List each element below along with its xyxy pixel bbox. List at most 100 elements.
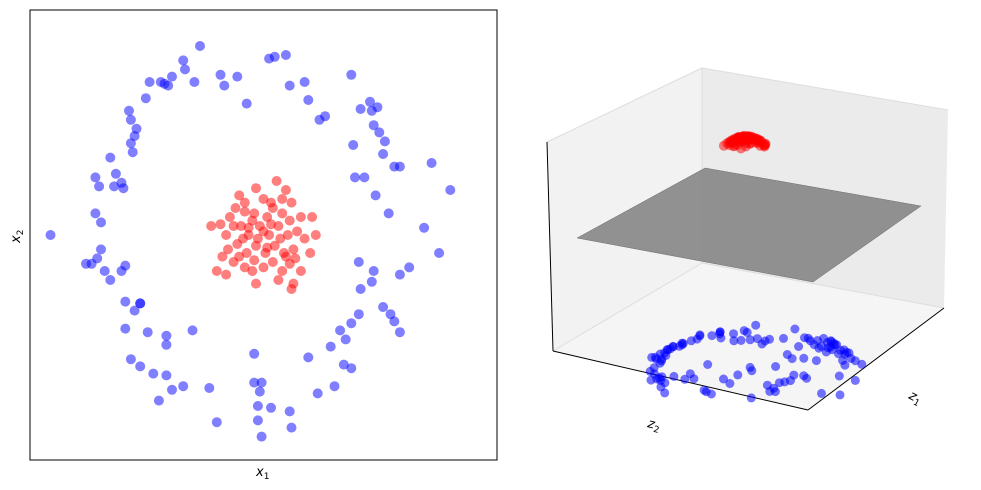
- data-point-inner: [239, 262, 250, 273]
- data-point-outer: [254, 386, 265, 397]
- data-point-inner: [234, 251, 245, 262]
- data-point-outer: [368, 120, 379, 131]
- data-point-inner: [295, 212, 306, 222]
- x-axis-label: x1: [255, 465, 269, 482]
- data-point-outer-3d: [779, 333, 788, 343]
- data-point-outer: [204, 383, 215, 393]
- data-point-inner: [266, 197, 276, 208]
- data-point-outer: [426, 158, 437, 168]
- inner-cluster-series: [206, 176, 321, 294]
- data-point-outer: [379, 136, 390, 147]
- data-point-outer: [148, 368, 159, 379]
- data-point-outer: [129, 305, 140, 316]
- data-point-outer: [346, 363, 357, 374]
- data-point-inner: [258, 194, 269, 204]
- data-point-inner-3d: [739, 131, 750, 142]
- data-point-inner: [282, 230, 293, 240]
- data-point-outer: [125, 354, 136, 365]
- data-point-inner: [292, 226, 303, 237]
- data-point-inner: [277, 194, 288, 204]
- data-point-outer: [303, 95, 314, 105]
- data-point-outer: [445, 185, 456, 195]
- data-point-outer: [94, 181, 105, 192]
- y-axis-label: x2: [9, 230, 26, 244]
- data-point-outer: [299, 77, 310, 87]
- data-point-inner: [224, 212, 235, 222]
- data-point-outer: [211, 417, 222, 428]
- data-point-inner: [280, 185, 291, 195]
- data-point-outer: [187, 325, 198, 336]
- data-point-outer: [303, 352, 314, 363]
- data-point-outer: [325, 341, 336, 352]
- data-point-outer: [434, 248, 445, 258]
- data-point-outer-3d: [725, 379, 735, 388]
- data-point-outer: [127, 147, 138, 158]
- data-point-outer-3d: [736, 335, 746, 345]
- data-point-outer: [120, 323, 131, 334]
- data-point-outer: [155, 77, 166, 87]
- data-point-outer-3d: [850, 375, 860, 385]
- pane-edge: [552, 262, 703, 352]
- data-point-outer-3d: [746, 393, 756, 403]
- data-point-outer: [109, 181, 120, 192]
- data-point-inner: [252, 233, 263, 244]
- data-point-outer: [161, 370, 172, 381]
- data-point-outer: [366, 276, 377, 287]
- data-point-outer-3d: [802, 373, 812, 383]
- data-point-inner: [236, 221, 247, 231]
- data-point-outer-3d: [751, 320, 761, 330]
- data-point-outer: [346, 69, 357, 80]
- data-point-inner-3d: [752, 134, 762, 144]
- data-point-outer: [394, 327, 405, 338]
- data-point-outer-3d: [703, 360, 713, 369]
- data-point-outer-3d: [715, 327, 725, 337]
- data-point-inner: [247, 215, 258, 226]
- data-point-outer: [335, 325, 346, 336]
- data-point-outer: [178, 381, 189, 392]
- data-point-outer-3d: [834, 349, 843, 359]
- data-point-inner: [251, 278, 261, 289]
- pane-edge: [701, 262, 945, 309]
- data-point-outer-3d: [707, 331, 717, 341]
- data-point-outer-3d: [668, 342, 678, 352]
- data-point-outer: [195, 41, 205, 51]
- data-point-outer: [153, 395, 164, 406]
- scatter-chart-2d: x1 x2: [9, 9, 498, 482]
- data-point-outer: [284, 80, 295, 91]
- data-point-outer-3d: [790, 324, 800, 334]
- data-point-outer-3d: [729, 329, 738, 339]
- data-point-inner-3d: [718, 140, 729, 151]
- data-point-outer: [378, 302, 389, 312]
- outer-ring-series-3d: [645, 320, 867, 403]
- data-point-outer: [167, 384, 177, 395]
- data-point-outer: [96, 244, 106, 255]
- inner-cluster-series-3d: [718, 131, 771, 154]
- data-point-inner: [288, 278, 299, 289]
- data-point-outer: [99, 266, 110, 276]
- data-point-inner: [221, 230, 232, 240]
- data-point-outer: [180, 64, 190, 75]
- data-point-outer: [105, 152, 116, 163]
- data-point-inner: [288, 244, 299, 255]
- back-pane-left: [547, 68, 702, 351]
- data-point-outer-3d: [789, 370, 799, 380]
- data-point-outer: [340, 334, 351, 345]
- data-point-outer: [256, 377, 267, 388]
- data-point-inner: [277, 208, 288, 219]
- data-point-inner: [295, 266, 306, 276]
- data-point-inner: [277, 266, 288, 276]
- data-point-outer: [90, 172, 101, 183]
- data-point-inner-3d: [759, 140, 770, 151]
- data-point-inner: [266, 219, 276, 230]
- data-point-inner: [267, 257, 278, 267]
- data-point-inner: [217, 251, 228, 262]
- data-point-outer: [372, 102, 383, 113]
- data-point-outer: [167, 71, 177, 82]
- data-point-outer: [284, 406, 295, 417]
- data-point-outer-3d: [771, 362, 781, 371]
- data-point-outer-3d: [656, 382, 666, 392]
- data-point-outer: [161, 330, 172, 341]
- data-point-outer-3d: [661, 350, 671, 360]
- data-point-outer: [353, 257, 364, 267]
- data-point-outer: [338, 359, 349, 370]
